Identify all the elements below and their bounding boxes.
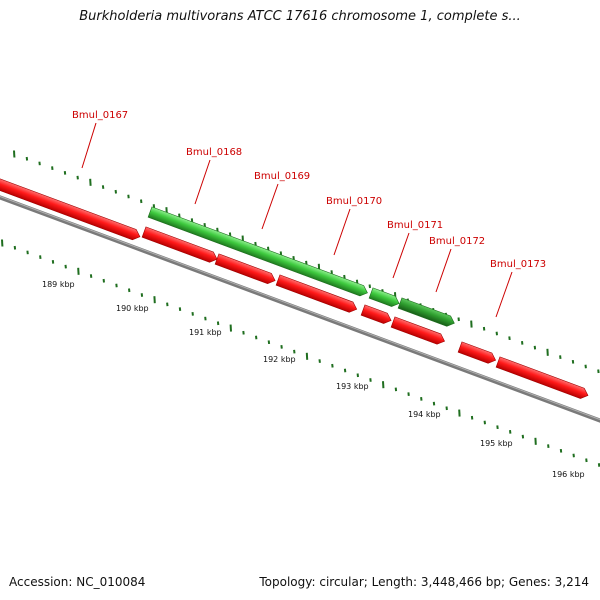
gene-layer bbox=[0, 175, 590, 401]
outer-tick-track bbox=[13, 150, 600, 374]
reverse-gene-arrow[interactable] bbox=[390, 316, 446, 346]
backbone-line bbox=[0, 195, 600, 423]
genome-summary-label: Topology: circular; Length: 3,448,466 bp… bbox=[259, 575, 589, 589]
reverse-gene-arrow[interactable] bbox=[214, 253, 277, 286]
gene-label-layer: Bmul_0167 Bmul_0168 Bmul_0169 Bmul_0170 Bmul… bbox=[72, 110, 546, 318]
gene-label[interactable]: Bmul_0172 bbox=[429, 236, 485, 247]
gene-label[interactable]: Bmul_0167 bbox=[72, 110, 128, 121]
gene-unlabeled-7[interactable] bbox=[275, 274, 359, 315]
tick-label: 189 kbp bbox=[42, 280, 75, 289]
gene-label-leader bbox=[435, 248, 452, 293]
gene-bmul-0167[interactable] bbox=[0, 175, 142, 242]
accession-label: Accession: NC_010084 bbox=[9, 575, 146, 589]
gene-bmul-0168[interactable] bbox=[147, 206, 369, 298]
tick-label: 193 kbp bbox=[336, 382, 369, 391]
gene-label[interactable]: Bmul_0173 bbox=[490, 259, 546, 270]
gene-label[interactable]: Bmul_0169 bbox=[254, 171, 310, 182]
reverse-gene-arrow[interactable] bbox=[457, 341, 497, 366]
gene-bmul-0173[interactable] bbox=[457, 341, 497, 366]
gene-label[interactable]: Bmul_0170 bbox=[326, 196, 382, 207]
gene-bmul-0170[interactable] bbox=[214, 253, 277, 286]
gene-label-leader bbox=[194, 159, 211, 205]
tick-label: 195 kbp bbox=[480, 439, 513, 448]
map-title: Burkholderia multivorans ATCC 17616 chro… bbox=[79, 9, 521, 24]
gene-label-leader bbox=[495, 271, 513, 318]
gene-bmul-0169[interactable] bbox=[141, 226, 219, 264]
reverse-gene-arrow[interactable] bbox=[141, 226, 219, 264]
gene-bmul-0171[interactable] bbox=[368, 287, 401, 309]
gene-unlabeled-9[interactable] bbox=[390, 316, 446, 346]
gene-label-leader bbox=[333, 208, 351, 256]
inner-tick-track bbox=[1, 239, 600, 467]
tick-label: 192 kbp bbox=[263, 355, 296, 364]
reverse-gene-arrow[interactable] bbox=[0, 175, 142, 242]
gene-label-leader bbox=[392, 232, 410, 279]
tick-label: 191 kbp bbox=[189, 328, 222, 337]
forward-gene-arrow[interactable] bbox=[397, 297, 456, 329]
gene-unlabeled-10[interactable] bbox=[495, 356, 590, 401]
tick-label: 196 kbp bbox=[552, 470, 585, 479]
forward-gene-arrow[interactable] bbox=[368, 287, 401, 309]
gene-label-leader bbox=[261, 183, 279, 230]
gene-label-leader bbox=[81, 122, 97, 169]
gene-label[interactable]: Bmul_0171 bbox=[387, 220, 443, 231]
backbone-highlight bbox=[0, 195, 600, 421]
reverse-gene-arrow[interactable] bbox=[275, 274, 359, 315]
gene-label[interactable]: Bmul_0168 bbox=[186, 147, 242, 158]
reverse-gene-arrow[interactable] bbox=[360, 304, 393, 326]
tick-label: 190 kbp bbox=[116, 304, 149, 313]
gene-unlabeled-8[interactable] bbox=[360, 304, 393, 326]
gene-bmul-0172[interactable] bbox=[397, 297, 456, 329]
tick-label: 194 kbp bbox=[408, 410, 441, 419]
forward-gene-arrow[interactable] bbox=[147, 206, 369, 298]
reverse-gene-arrow[interactable] bbox=[495, 356, 590, 401]
